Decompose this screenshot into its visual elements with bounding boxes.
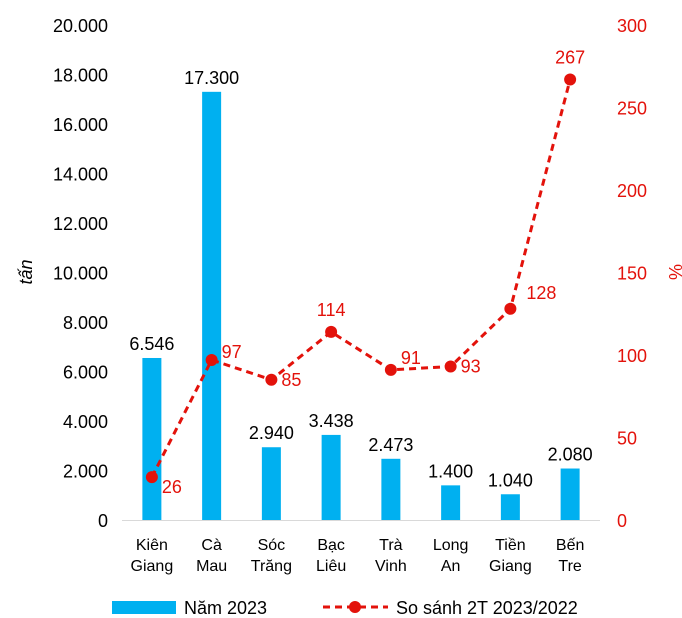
y-right-tick-label: 100: [617, 346, 647, 366]
x-tick-label: Sóc: [258, 537, 286, 554]
legend-line-marker: [349, 601, 361, 613]
y-right-tick-label: 150: [617, 264, 647, 284]
line-point: [325, 325, 338, 338]
y-right-tick-label: 250: [617, 99, 647, 119]
line-point: [265, 373, 278, 386]
line-data-label: 267: [555, 47, 585, 67]
x-tick-labels: Kiên Giang Cà Mau Sóc Trăng Bạc Liêu Trà Vinh Long…: [131, 537, 585, 575]
line-series: 26 97 85 114 91 93 128 267: [145, 47, 585, 497]
y-left-tick-label: 18.000: [53, 66, 108, 86]
x-tick-label: Vinh: [375, 558, 407, 575]
x-tick-label: Giang: [131, 558, 174, 575]
line-point: [504, 302, 517, 315]
legend-line-label: So sánh 2T 2023/2022: [396, 598, 578, 618]
line-path: [150, 79, 572, 478]
bar: [381, 458, 401, 520]
x-tick-label: Long: [433, 537, 469, 554]
legend: Năm 2023 So sánh 2T 2023/2022: [112, 598, 578, 618]
bar: [321, 434, 341, 520]
x-tick-label: Trà: [379, 537, 403, 554]
x-tick-label: An: [441, 558, 461, 575]
bar: [560, 468, 580, 520]
line-data-label: 93: [461, 357, 481, 377]
bar-data-label: 1.040: [488, 470, 533, 490]
bar-data-label: 1.400: [428, 461, 473, 481]
y-left-axis-label: tấn: [16, 259, 36, 284]
line-point: [145, 471, 158, 484]
y-left-tick-label: 14.000: [53, 165, 108, 185]
x-tick-label: Trăng: [251, 558, 292, 575]
line-data-label: 85: [281, 370, 301, 390]
y-left-tick-label: 6.000: [63, 363, 108, 383]
x-tick-label: Tiền: [495, 537, 526, 554]
x-tick-label: Cà: [201, 537, 222, 554]
bar: [142, 357, 162, 520]
y-left-tick-label: 10.000: [53, 264, 108, 284]
bar: [441, 485, 461, 520]
x-tick-label: Giang: [489, 558, 532, 575]
y-left-tick-label: 2.000: [63, 462, 108, 482]
y-left-tick-label: 20.000: [53, 16, 108, 36]
line-point: [205, 353, 218, 366]
bar-data-label: 2.940: [249, 423, 294, 443]
line-data-label: 26: [162, 477, 182, 497]
y-left-tick-label: 0: [98, 511, 108, 531]
bar-series: 6.546 17.300 2.940 3.438 2.473 1.400 1.040 2.08…: [129, 68, 593, 520]
x-tick-label: Tre: [558, 558, 582, 575]
line-point: [444, 360, 457, 373]
y-left-tick-label: 16.000: [53, 115, 108, 135]
bar-data-label: 6.546: [129, 334, 174, 354]
line-data-label: 114: [317, 300, 346, 320]
x-tick-label: Bến: [556, 537, 584, 554]
y-right-axis-label: %: [665, 264, 682, 280]
x-tick-label: Kiên: [136, 537, 168, 554]
left-axis: 0 2.000 4.000 6.000 8.000 10.000 12.000 14.000 1…: [53, 16, 108, 531]
x-tick-label: Liêu: [316, 558, 346, 575]
y-left-tick-label: 8.000: [63, 313, 108, 333]
y-right-tick-label: 0: [617, 511, 627, 531]
line-data-label: 91: [401, 348, 421, 368]
y-left-tick-label: 4.000: [63, 412, 108, 432]
bar-data-label: 3.438: [309, 411, 354, 431]
bar: [500, 494, 520, 520]
y-right-tick-label: 50: [617, 429, 637, 449]
legend-bar-swatch: [112, 601, 176, 614]
bar-data-label: 2.473: [368, 435, 413, 455]
bar-data-label: 2.080: [548, 445, 593, 465]
legend-bar-label: Năm 2023: [184, 598, 267, 618]
y-right-tick-label: 200: [617, 181, 647, 201]
bar-data-label: 17.300: [184, 68, 239, 88]
y-left-tick-label: 12.000: [53, 214, 108, 234]
line-point: [564, 73, 577, 86]
line-point: [384, 363, 397, 376]
bar: [261, 447, 281, 520]
x-tick-label: Bạc: [317, 537, 345, 554]
x-tick-label: Mau: [196, 558, 227, 575]
line-data-label: 128: [526, 283, 556, 303]
right-axis: 0 50 100 150 200 250 300: [617, 16, 647, 531]
y-right-tick-label: 300: [617, 16, 647, 36]
bar: [202, 91, 222, 520]
line-data-label: 97: [222, 342, 242, 362]
